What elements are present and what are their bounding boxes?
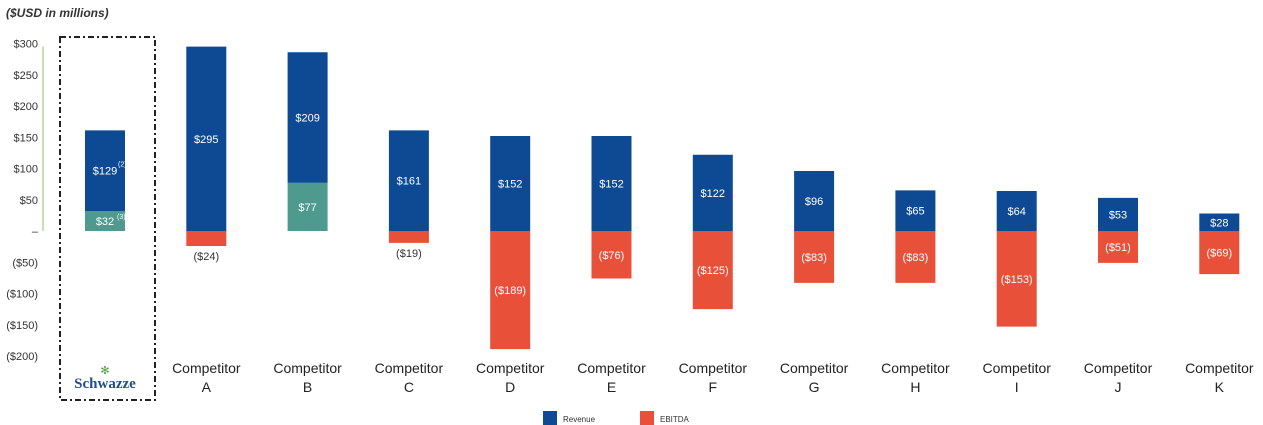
y-tick-label: ($150) bbox=[6, 320, 38, 332]
ebitda-value-label: ($83) bbox=[903, 252, 929, 264]
ebitda-value-label: ($19) bbox=[396, 248, 422, 260]
revenue-value-label: $96 bbox=[805, 196, 823, 208]
revenue-bar bbox=[490, 136, 531, 231]
revenue-bar bbox=[794, 171, 835, 231]
revenue-value-label: $295 bbox=[194, 134, 218, 146]
category-label: Competitor bbox=[273, 360, 342, 376]
logo-text: Schwazze bbox=[74, 376, 136, 392]
category-label: Competitor bbox=[476, 360, 545, 376]
highlight-box bbox=[59, 36, 156, 401]
revenue-value-label: $152 bbox=[599, 179, 623, 191]
ebitda-value-label: ($83) bbox=[801, 252, 827, 264]
category-label: Competitor bbox=[375, 360, 444, 376]
y-tick-label: $150 bbox=[14, 132, 38, 144]
ebitda-value-label: ($153) bbox=[1001, 274, 1033, 286]
category-label: Competitor bbox=[679, 360, 748, 376]
revenue-bar bbox=[186, 46, 227, 231]
ebitda-value-label: ($189) bbox=[494, 285, 526, 297]
y-tick-label: ($50) bbox=[12, 257, 38, 269]
logo-leaf-icon: ✻ bbox=[100, 365, 109, 377]
y-tick-label: – bbox=[32, 226, 39, 238]
category-sublabel: H bbox=[910, 379, 920, 395]
ebitda-value-label: ($51) bbox=[1105, 242, 1131, 254]
ebitda-bar bbox=[186, 231, 227, 246]
ebitda-bar bbox=[591, 231, 632, 279]
category-label: Competitor bbox=[1185, 360, 1254, 376]
category-sublabel: J bbox=[1115, 379, 1122, 395]
ebitda-bar bbox=[996, 231, 1037, 327]
y-tick-label: $300 bbox=[14, 39, 38, 51]
category-sublabel: D bbox=[505, 379, 515, 395]
category-sublabel: G bbox=[809, 379, 820, 395]
revenue-bar bbox=[287, 52, 328, 183]
revenue-bar bbox=[388, 130, 429, 231]
revenue-value-label: $53 bbox=[1109, 209, 1127, 221]
y-tick-label: ($100) bbox=[6, 289, 38, 301]
revenue-value-label: $64 bbox=[1008, 206, 1026, 218]
ebitda-bar bbox=[895, 231, 936, 283]
category-label: Competitor bbox=[982, 360, 1051, 376]
revenue-bar bbox=[996, 191, 1037, 231]
legend-label-ebitda: EBITDA bbox=[660, 415, 690, 424]
revenue-bar bbox=[591, 136, 632, 231]
legend-swatch-ebitda bbox=[640, 411, 654, 425]
revenue-value-label: $122 bbox=[701, 188, 725, 200]
ebitda-value-label: $77 bbox=[298, 202, 316, 214]
legend-swatch-revenue bbox=[543, 411, 557, 425]
ebitda-bar bbox=[794, 231, 835, 283]
ebitda-value-label: ($69) bbox=[1206, 248, 1232, 260]
revenue-value-label: $209 bbox=[295, 113, 319, 125]
ebitda-value-label: ($76) bbox=[599, 250, 625, 262]
category-label: Competitor bbox=[780, 360, 849, 376]
category-sublabel: K bbox=[1215, 379, 1225, 395]
category-sublabel: E bbox=[607, 379, 616, 395]
ebitda-bar bbox=[287, 182, 328, 231]
ebitda-value-label: ($125) bbox=[697, 265, 729, 277]
unit-label: ($USD in millions) bbox=[6, 6, 109, 20]
revenue-bar bbox=[1199, 213, 1240, 231]
ebitda-bar bbox=[490, 231, 531, 350]
revenue-bar bbox=[85, 130, 125, 211]
category-label: Competitor bbox=[1084, 360, 1153, 376]
ebitda-bar bbox=[1098, 231, 1138, 263]
category-sublabel: B bbox=[303, 379, 312, 395]
ebitda-value-label: $32 bbox=[96, 216, 114, 228]
revenue-value-label: $65 bbox=[906, 206, 924, 218]
revenue-value-label: $129 bbox=[93, 166, 117, 178]
ebitda-bar bbox=[692, 231, 733, 310]
ebitda-bar bbox=[85, 211, 125, 231]
category-label: Competitor bbox=[881, 360, 950, 376]
ebitda-bar bbox=[1199, 231, 1240, 275]
revenue-value-label: $28 bbox=[1210, 217, 1228, 229]
revenue-value-label: $152 bbox=[498, 179, 522, 191]
category-sublabel: C bbox=[404, 379, 414, 395]
ebitda-bar bbox=[388, 231, 429, 243]
category-sublabel: F bbox=[709, 379, 718, 395]
category-sublabel: A bbox=[202, 379, 212, 395]
y-tick-label: $250 bbox=[14, 70, 38, 82]
revenue-bar bbox=[692, 154, 733, 231]
ebitda-value-label: ($24) bbox=[193, 251, 219, 263]
revenue-bar bbox=[1098, 197, 1138, 231]
y-tick-label: $100 bbox=[14, 164, 38, 176]
category-label: Competitor bbox=[577, 360, 646, 376]
footnote-mark: (3) bbox=[117, 214, 126, 221]
y-tick-label: ($200) bbox=[6, 351, 38, 363]
y-tick-label: $50 bbox=[20, 195, 38, 207]
category-sublabel: I bbox=[1015, 379, 1019, 395]
category-label: Competitor bbox=[172, 360, 241, 376]
revenue-value-label: $161 bbox=[397, 176, 421, 188]
revenue-bar bbox=[895, 190, 936, 231]
footnote-mark: (2) bbox=[118, 162, 127, 169]
legend-label-revenue: Revenue bbox=[563, 415, 596, 424]
y-tick-label: $200 bbox=[14, 101, 38, 113]
